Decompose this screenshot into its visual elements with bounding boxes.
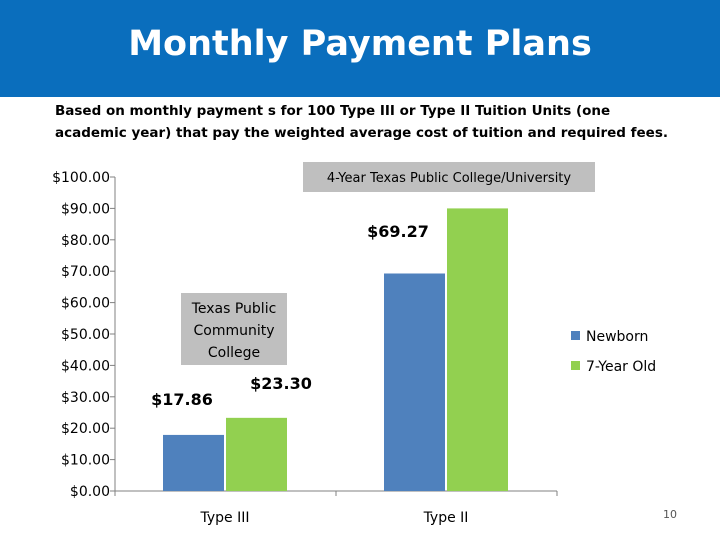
x-tick-label: Type III	[200, 510, 250, 526]
callout-box-community-college	[181, 293, 287, 365]
legend-label: 7-Year Old	[586, 359, 656, 375]
bar-seven-year-old-type-iii	[226, 417, 287, 491]
callout-university: 4-Year Texas Public College/University	[327, 171, 572, 186]
data-label: $23.30	[250, 374, 312, 393]
slide-subtitle: Based on monthly payment s for 100 Type …	[55, 103, 668, 141]
data-label: $69.27	[367, 222, 429, 241]
y-tick-label: $80.00	[61, 233, 110, 249]
title-bar: Monthly Payment Plans	[0, 0, 720, 97]
y-tick-label: $40.00	[61, 358, 110, 374]
x-tick-label: Type II	[423, 510, 469, 526]
y-tick-label: $100.00	[52, 170, 110, 186]
legend-label: Newborn	[586, 329, 648, 345]
callout-community-college: Texas Public Community College	[191, 301, 277, 361]
y-tick-label: $0.00	[70, 484, 110, 500]
y-tick-label: $30.00	[61, 390, 110, 406]
callout-box-university	[303, 162, 595, 192]
y-tick-label: $70.00	[61, 264, 110, 280]
y-tick-label: $60.00	[61, 296, 110, 312]
legend-swatch-seven-year-old	[571, 361, 580, 370]
y-tick-label: $20.00	[61, 421, 110, 437]
bar-newborn-type-ii	[384, 273, 445, 491]
y-tick-label: $90.00	[61, 201, 110, 217]
y-tick-label: $10.00	[61, 453, 110, 469]
y-tick-label: $50.00	[61, 327, 110, 343]
slide-title: Monthly Payment Plans	[128, 24, 592, 64]
legend-swatch-newborn	[571, 331, 580, 340]
bar-newborn-type-iii	[163, 434, 224, 491]
data-label: $17.86	[151, 390, 213, 409]
page-number: 10	[663, 508, 677, 521]
bar-seven-year-old-type-ii	[447, 208, 508, 491]
